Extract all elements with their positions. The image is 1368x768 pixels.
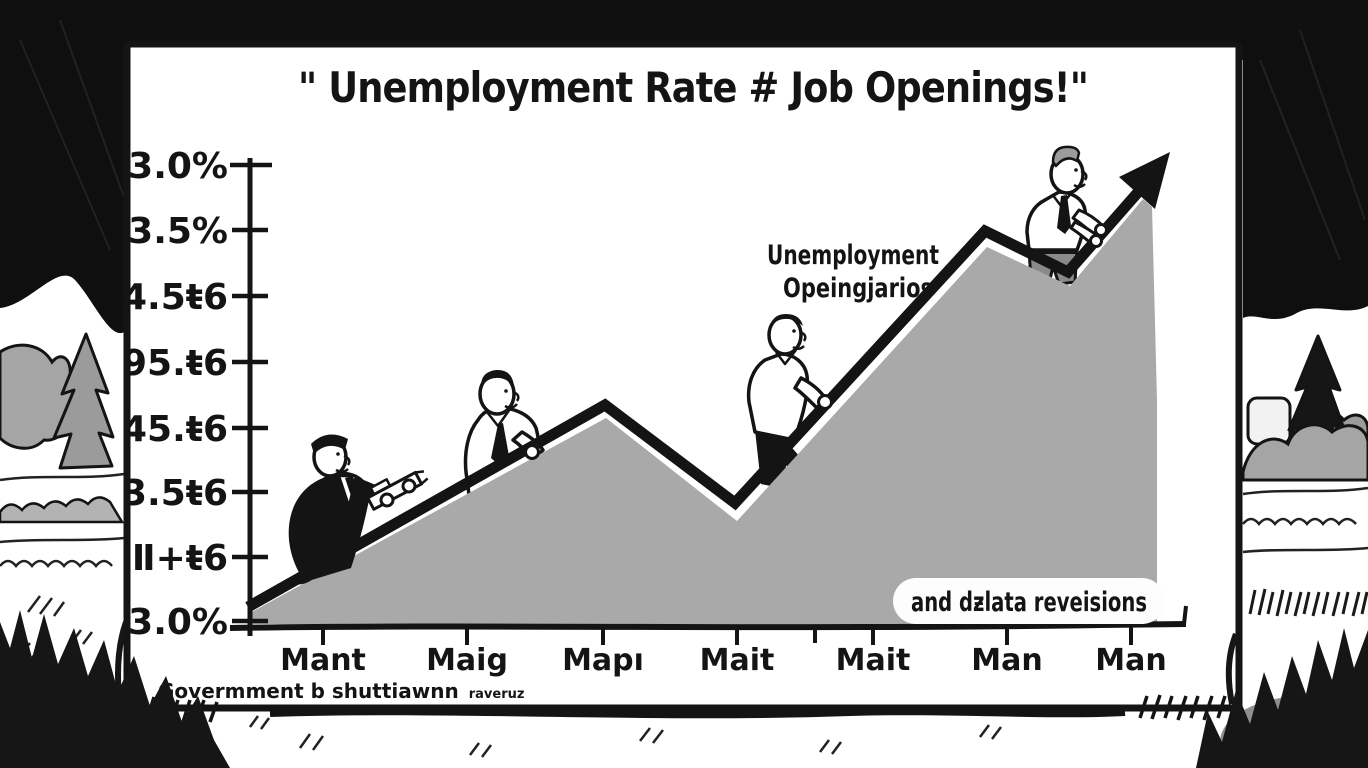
x-tick-label-2: Mapı bbox=[562, 643, 644, 678]
fig2-smile bbox=[504, 403, 518, 409]
callout-text: and dƶlata reveisions bbox=[911, 587, 1147, 618]
y-tick-label-7: 3.0% bbox=[128, 602, 228, 643]
right-landscape bbox=[1241, 334, 1368, 617]
right-grass-blade-stroke bbox=[1225, 632, 1239, 705]
right-bush-front bbox=[1241, 423, 1368, 482]
right-grass-black bbox=[1196, 628, 1368, 768]
ground-hatch-clusters bbox=[248, 715, 1002, 758]
figure-1-suit-man bbox=[288, 434, 429, 585]
footnote-main: Govermment b shuttiawnn bbox=[158, 679, 459, 703]
right-white-hut bbox=[1246, 396, 1292, 446]
fig4-tie bbox=[1057, 195, 1071, 234]
y-axis bbox=[246, 157, 253, 637]
sky bbox=[0, 0, 1368, 334]
fig3-collar bbox=[775, 349, 797, 366]
x-tick-label-5: Man bbox=[971, 643, 1042, 678]
chart: and dƶlata reveisions " Unemployment Rat… bbox=[122, 63, 1188, 703]
left-grass-black bbox=[0, 610, 230, 768]
fig4-nose bbox=[1080, 169, 1088, 181]
foreground bbox=[0, 610, 1368, 768]
y-tick-label-1: 3.5% bbox=[128, 211, 228, 252]
fig4-hand-lower bbox=[1089, 234, 1103, 248]
axes bbox=[229, 157, 1188, 645]
y-ticks bbox=[230, 162, 272, 624]
x-axis bbox=[229, 621, 1187, 631]
trend-arrowhead bbox=[1119, 152, 1170, 209]
y-tick-label-4: 45.ŧ6 bbox=[122, 409, 228, 450]
fig3-hair bbox=[770, 314, 803, 328]
y-tick-label-5: 3.5ŧ6 bbox=[122, 473, 228, 514]
annotation-line2: Opeingjarios bbox=[783, 273, 933, 304]
left-grass-blade-stroke bbox=[115, 621, 129, 707]
fig4-gray-hair bbox=[1051, 145, 1081, 168]
fig1-hand-far bbox=[401, 478, 417, 494]
right-corner-grass-hatch bbox=[1138, 694, 1242, 721]
right-grass-hatch-row bbox=[1248, 588, 1368, 617]
fig3-smile bbox=[792, 345, 805, 350]
fig1-hand-near bbox=[379, 492, 395, 508]
hands-on-line bbox=[524, 223, 1108, 460]
x-tick-label-6: Man bbox=[1095, 643, 1166, 678]
x-tick-label-4: Mait bbox=[836, 643, 911, 678]
area-fill bbox=[248, 199, 1157, 624]
trend-line bbox=[245, 186, 1145, 612]
y-tick-labels: 3.0% 3.5% 4.5ŧ6 95.ŧ6 45.ŧ6 3.5ŧ6 Ⅱ+ŧ6 3… bbox=[122, 146, 228, 643]
fig3-torso bbox=[746, 352, 810, 442]
right-field-lines bbox=[1242, 486, 1368, 554]
fig3-nose bbox=[799, 330, 807, 342]
fig1-eye bbox=[336, 452, 340, 456]
x-axis-end-tick bbox=[1182, 605, 1188, 625]
left-pine-tree bbox=[52, 332, 115, 470]
x-tick-label-3: Mait bbox=[700, 643, 775, 678]
fig3-hand bbox=[817, 394, 833, 410]
sky-scribble-lines bbox=[19, 19, 1366, 261]
y-tick-label-3: 95.ŧ6 bbox=[122, 343, 228, 384]
annotation-line1: Unemployment bbox=[767, 240, 939, 271]
fig1-nose bbox=[343, 454, 351, 466]
fig2-hand bbox=[524, 444, 540, 460]
callout-pill bbox=[893, 578, 1165, 624]
y-tick-label-2: 4.5ŧ6 bbox=[122, 277, 228, 318]
fig1-cap bbox=[311, 434, 348, 454]
fig3-eye bbox=[792, 329, 796, 333]
left-field-lines bbox=[0, 472, 125, 568]
x-tick-labels: Mant Maig Mapı Mait Mait Man Man bbox=[280, 643, 1167, 678]
fig2-eye bbox=[504, 389, 508, 393]
fig1-smile bbox=[335, 468, 349, 473]
x-tick-label-1: Maig bbox=[426, 643, 508, 678]
fig4-smile bbox=[1073, 183, 1086, 188]
panel-bottom-wavy-line bbox=[269, 707, 1126, 719]
chart-title: " Unemployment Rate # Job Openings!" bbox=[298, 63, 1088, 112]
x-ticks bbox=[321, 627, 1133, 645]
left-landscape bbox=[0, 332, 125, 659]
fig4-eye bbox=[1074, 168, 1078, 172]
y-tick-label-0: 3.0% bbox=[128, 146, 228, 187]
left-mound-row bbox=[0, 496, 125, 524]
x-tick-label-0: Mant bbox=[280, 643, 366, 678]
fig2-nose bbox=[512, 390, 520, 402]
fig2-hair bbox=[480, 369, 514, 388]
footnote-small: raveruz bbox=[469, 687, 525, 702]
footnote: Govermment b shuttiawnn raveruz bbox=[158, 679, 524, 703]
fig1-tie bbox=[345, 476, 359, 502]
y-tick-label-6: Ⅱ+ŧ6 bbox=[132, 538, 228, 579]
fig4-hand-upper bbox=[1094, 223, 1108, 237]
